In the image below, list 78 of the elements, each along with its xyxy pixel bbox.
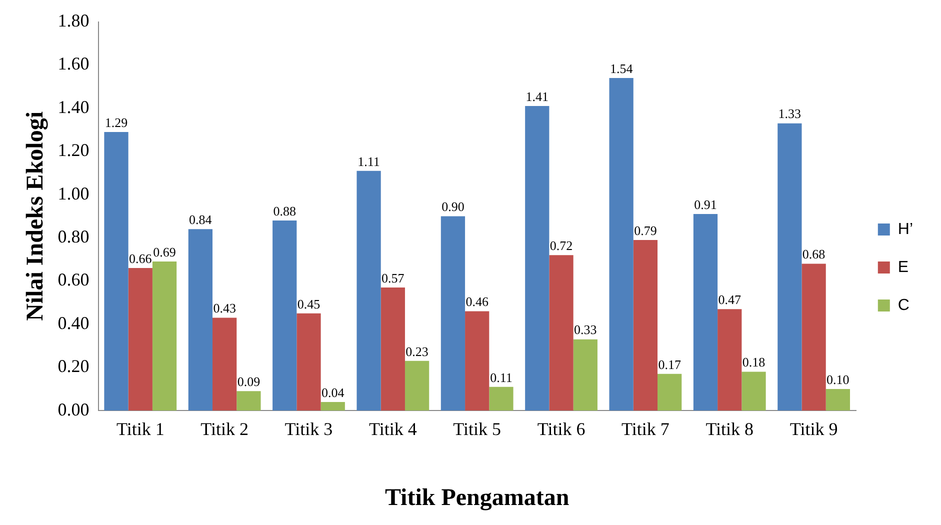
data-label: 0.69: [153, 244, 176, 260]
data-label: 1.11: [358, 154, 380, 169]
data-label: 0.33: [574, 322, 597, 338]
bar: [742, 372, 766, 411]
x-tick-label: Titik 6: [537, 419, 586, 440]
data-label: 1.33: [778, 106, 802, 122]
x-axis-title: Titik Pengamatan: [384, 484, 570, 511]
bar: [573, 339, 598, 411]
x-tick-label: Titik 5: [453, 419, 502, 440]
bar: [718, 309, 742, 411]
y-tick-label: 1.60: [58, 54, 90, 74]
x-tick-label: Titik 8: [706, 419, 754, 440]
data-label: 0.10: [826, 372, 850, 387]
y-tick-label: 1.20: [58, 140, 90, 160]
data-label: 0.68: [802, 246, 826, 262]
data-label: 0.11: [490, 370, 512, 385]
bar: [465, 311, 490, 411]
bar: [188, 229, 212, 411]
bar: [356, 170, 381, 411]
bar: [104, 132, 128, 411]
x-tick-label: Titik 2: [200, 419, 249, 440]
data-label: 0.90: [442, 199, 464, 214]
data-label: 0.17: [658, 356, 682, 372]
data-label: 1.29: [104, 114, 128, 130]
data-label: 0.04: [321, 384, 345, 400]
data-label: 0.72: [550, 238, 573, 253]
y-tick-label: 0.00: [58, 399, 90, 420]
data-label: 0.09: [237, 374, 260, 390]
data-label: 0.18: [742, 354, 766, 370]
data-label: 0.23: [406, 344, 428, 359]
bar: [609, 78, 634, 411]
bar: [440, 216, 466, 411]
y-tick-label: 1.40: [58, 96, 90, 117]
x-tick-label: Titik 3: [284, 419, 333, 440]
bar: [212, 318, 237, 411]
data-label: 0.57: [382, 270, 405, 286]
bar: [236, 391, 261, 411]
bar: [802, 264, 826, 411]
bar: [658, 374, 682, 411]
legend-label: H’: [898, 220, 913, 238]
y-tick-label: 0.60: [58, 270, 90, 290]
data-label: 0.66: [129, 250, 152, 266]
data-label: 0.79: [634, 222, 657, 238]
x-tick-label: Titik 9: [790, 419, 838, 440]
data-label: 0.91: [694, 196, 717, 212]
bar: [525, 106, 550, 411]
data-label: 0.45: [297, 296, 320, 312]
bar: [380, 287, 405, 411]
bar: [272, 220, 297, 411]
data-label: 0.43: [213, 300, 236, 316]
data-label: 0.88: [273, 203, 296, 218]
bar: [404, 360, 430, 411]
bar: [320, 402, 345, 411]
bar: [693, 214, 718, 411]
y-tick-label: 1.00: [58, 183, 90, 204]
legend-label: E: [898, 258, 909, 276]
data-label: 1.54: [610, 60, 634, 76]
bar: [633, 240, 658, 411]
legend-label: C: [898, 296, 910, 314]
data-label: 1.41: [526, 88, 549, 104]
x-tick-label: Titik 7: [622, 419, 670, 440]
bar: [489, 386, 514, 411]
data-label: 0.84: [189, 212, 212, 228]
y-tick-label: 0.80: [58, 226, 90, 247]
bar: [778, 123, 802, 411]
bar: [826, 389, 850, 411]
bar: [549, 255, 574, 411]
x-tick-label: Titik 4: [368, 419, 417, 440]
x-tick-label: Titik 1: [116, 419, 164, 440]
bar: [296, 313, 321, 411]
y-tick-label: 1.80: [58, 10, 90, 31]
data-label: 0.46: [466, 294, 489, 310]
bar: [152, 262, 177, 411]
y-axis-title: Nilai Indeks Ekologi: [22, 111, 49, 321]
y-tick-label: 0.40: [58, 312, 90, 333]
bar: [128, 268, 152, 411]
data-label: 0.47: [718, 292, 742, 307]
y-tick-label: 0.20: [58, 356, 90, 376]
